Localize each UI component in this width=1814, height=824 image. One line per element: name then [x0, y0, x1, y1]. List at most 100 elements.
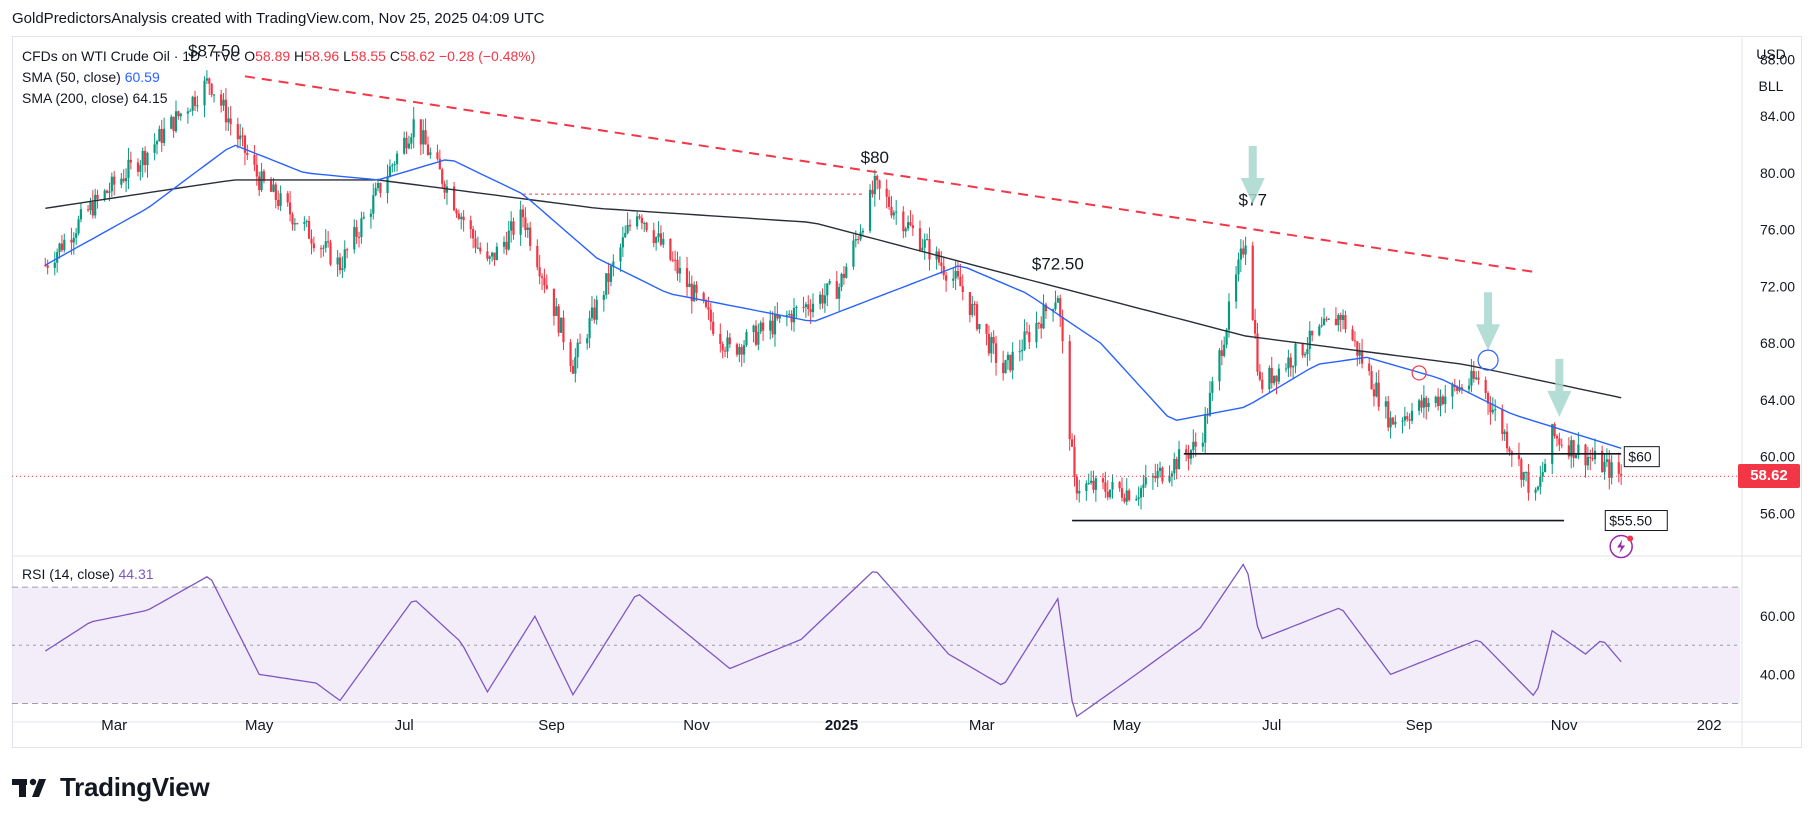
rsi-legend[interactable]: RSI (14, close) 44.31: [22, 566, 154, 582]
candle-body: [429, 152, 432, 155]
candle-body: [1158, 467, 1162, 472]
candle-body: [1434, 396, 1437, 403]
candle-body: [994, 343, 998, 363]
candle-body: [761, 322, 765, 331]
current-price-badge: 58.62: [1738, 464, 1800, 489]
candle-body: [255, 164, 258, 177]
candle-body: [493, 252, 496, 261]
candle-body: [1085, 483, 1088, 491]
candle-body: [1258, 371, 1261, 380]
candle-body: [1577, 444, 1580, 456]
candle-body: [1318, 326, 1321, 336]
price-tick-label: 60.00: [1760, 449, 1795, 465]
brand-footer[interactable]: TradingView: [12, 770, 210, 804]
candle-body: [811, 303, 815, 313]
candles-layer: [44, 70, 1623, 510]
candle-body: [1125, 490, 1128, 502]
candle-body: [605, 273, 608, 295]
candle-body: [75, 233, 78, 238]
candle-body: [91, 202, 94, 216]
candle-body: [745, 332, 748, 346]
legend-symbol-row: CFDs on WTI Crude Oil · 1D · TVC O58.89 …: [22, 46, 535, 67]
candle-body: [738, 346, 741, 355]
candle-body: [60, 243, 64, 251]
legend-sma50-row[interactable]: SMA (50, close) 60.59: [22, 67, 535, 88]
candle-body: [1087, 483, 1090, 485]
candle-body: [1451, 384, 1454, 397]
candle-body: [258, 176, 261, 191]
candle-body: [802, 307, 805, 309]
candle-body: [136, 162, 140, 172]
candle-body: [220, 94, 223, 106]
candle-body: [773, 314, 777, 335]
candle-body: [1418, 400, 1421, 411]
candle-body: [312, 243, 315, 249]
candle-body: [505, 241, 508, 250]
candle-body: [1092, 480, 1095, 490]
candle-body: [1118, 481, 1121, 489]
candle-body: [243, 135, 247, 153]
candle-body: [1387, 401, 1390, 428]
candle-body: [405, 137, 408, 149]
candle-body: [643, 222, 646, 224]
candle-body: [210, 83, 213, 95]
sma50-value: 60.59: [124, 69, 160, 85]
candle-body: [1437, 396, 1440, 407]
candle-body: [1002, 362, 1005, 374]
rsi-value: 44.31: [118, 566, 154, 582]
price-tick-label: 64.00: [1760, 392, 1795, 408]
candle-body: [460, 216, 463, 219]
candle-body: [474, 238, 477, 248]
candle-body: [1543, 463, 1547, 473]
candle-body: [491, 252, 494, 257]
candle-body: [878, 180, 881, 189]
candle-body: [77, 219, 80, 234]
currency-selector[interactable]: USD BLL: [1742, 38, 1800, 102]
candle-body: [103, 190, 106, 199]
candle-body: [1218, 350, 1221, 382]
candle-body: [1294, 343, 1297, 366]
currency-unit-2[interactable]: BLL: [1758, 78, 1784, 94]
candle-body: [624, 232, 627, 238]
candle-body: [122, 178, 125, 182]
down-arrow-icon: [1547, 358, 1572, 417]
candle-body: [695, 284, 698, 293]
time-tick-label: Jul: [395, 717, 414, 734]
candle-body: [391, 165, 394, 167]
candle-body: [329, 242, 332, 265]
legend-sma200-row[interactable]: SMA (200, close) 64.15: [22, 88, 535, 109]
candle-body: [595, 299, 598, 320]
candle-body: [868, 189, 872, 231]
price-label-box: [1623, 446, 1660, 468]
candle-body: [1610, 462, 1613, 478]
candle-body: [590, 307, 594, 319]
candle-body: [1303, 354, 1307, 356]
candle-body: [1225, 329, 1228, 345]
candle-body: [1194, 441, 1197, 447]
currency-unit[interactable]: USD: [1756, 46, 1786, 62]
candle-body: [346, 249, 349, 251]
candle-body: [621, 237, 624, 248]
candle-body: [952, 278, 955, 281]
candle-body: [379, 183, 382, 194]
lightning-icon: [1617, 539, 1626, 554]
candle-body: [702, 292, 705, 301]
tradingview-logo-icon: [12, 778, 46, 797]
candle-body: [1505, 431, 1509, 449]
candle-body: [393, 164, 396, 166]
candle-body: [260, 171, 263, 191]
candle-body: [840, 273, 843, 288]
candle-body: [1370, 371, 1373, 390]
candle-body: [1605, 459, 1608, 462]
candle-body: [1394, 421, 1397, 425]
candle-body: [1620, 474, 1623, 476]
candle-body: [1494, 409, 1497, 411]
candle-body: [823, 295, 826, 304]
candle-body: [529, 227, 532, 246]
candle-body: [704, 300, 708, 308]
candle-body: [612, 261, 615, 266]
candle-body: [120, 178, 123, 185]
candle-body: [892, 212, 895, 216]
candle-body: [253, 155, 256, 165]
